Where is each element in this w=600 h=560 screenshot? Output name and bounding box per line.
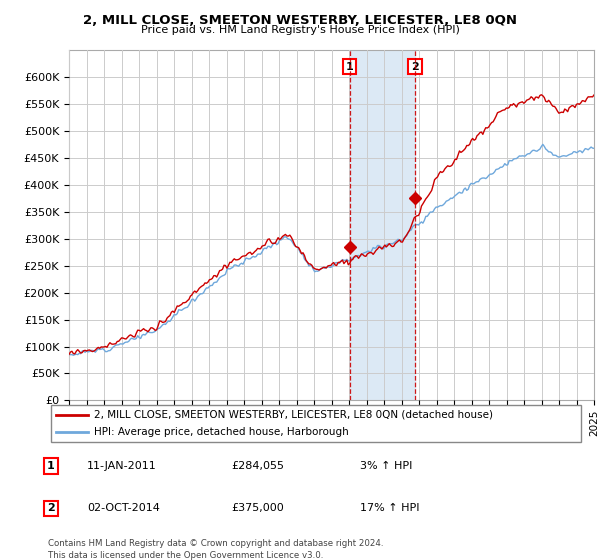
Text: £375,000: £375,000	[231, 503, 284, 514]
Text: 11-JAN-2011: 11-JAN-2011	[87, 461, 157, 471]
Text: 1: 1	[346, 62, 353, 72]
Text: Price paid vs. HM Land Registry's House Price Index (HPI): Price paid vs. HM Land Registry's House …	[140, 25, 460, 35]
Bar	[350, 50, 415, 400]
Text: 02-OCT-2014: 02-OCT-2014	[87, 503, 160, 514]
Text: 2, MILL CLOSE, SMEETON WESTERBY, LEICESTER, LE8 0QN (detached house): 2, MILL CLOSE, SMEETON WESTERBY, LEICEST…	[94, 409, 493, 419]
Text: Contains HM Land Registry data © Crown copyright and database right 2024.
This d: Contains HM Land Registry data © Crown c…	[48, 539, 383, 559]
Text: 2: 2	[411, 62, 419, 72]
Text: HPI: Average price, detached house, Harborough: HPI: Average price, detached house, Harb…	[94, 427, 349, 437]
Text: £284,055: £284,055	[231, 461, 284, 471]
Text: 2, MILL CLOSE, SMEETON WESTERBY, LEICESTER, LE8 0QN: 2, MILL CLOSE, SMEETON WESTERBY, LEICEST…	[83, 14, 517, 27]
Text: 2: 2	[47, 503, 55, 514]
Text: 17% ↑ HPI: 17% ↑ HPI	[360, 503, 419, 514]
FancyBboxPatch shape	[50, 405, 581, 442]
Text: 3% ↑ HPI: 3% ↑ HPI	[360, 461, 412, 471]
Text: 1: 1	[47, 461, 55, 471]
